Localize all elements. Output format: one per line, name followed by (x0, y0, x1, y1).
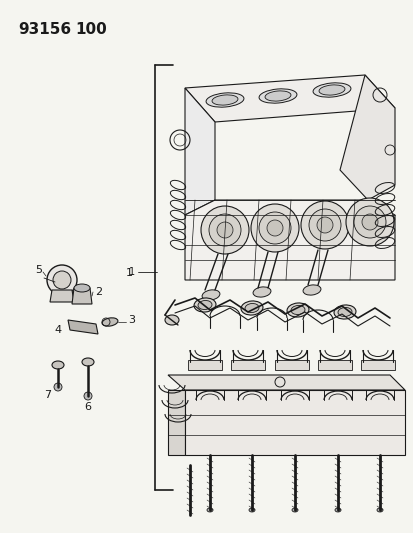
Ellipse shape (286, 303, 308, 317)
Polygon shape (185, 390, 404, 455)
Ellipse shape (197, 301, 211, 310)
Text: 4: 4 (55, 325, 62, 335)
Ellipse shape (194, 298, 216, 312)
Ellipse shape (206, 93, 243, 107)
Text: 7: 7 (44, 390, 52, 400)
Text: 1: 1 (126, 268, 133, 278)
Ellipse shape (264, 91, 290, 101)
Polygon shape (274, 360, 308, 370)
Ellipse shape (202, 290, 219, 300)
Ellipse shape (240, 301, 262, 315)
Circle shape (53, 271, 71, 289)
Circle shape (300, 201, 348, 249)
Polygon shape (185, 200, 394, 280)
Ellipse shape (318, 85, 344, 95)
Ellipse shape (252, 287, 270, 297)
Polygon shape (68, 320, 98, 334)
Ellipse shape (52, 361, 64, 369)
Text: 5: 5 (35, 265, 42, 275)
Circle shape (361, 214, 377, 230)
Ellipse shape (74, 284, 90, 292)
Circle shape (209, 214, 240, 246)
Polygon shape (168, 375, 404, 390)
Ellipse shape (337, 308, 351, 317)
Ellipse shape (248, 508, 254, 512)
Circle shape (316, 217, 332, 233)
Ellipse shape (290, 305, 304, 314)
Polygon shape (72, 288, 92, 304)
Ellipse shape (259, 89, 296, 103)
Ellipse shape (333, 305, 355, 319)
Circle shape (308, 209, 340, 241)
Text: 2: 2 (95, 287, 102, 297)
Polygon shape (339, 75, 394, 200)
Ellipse shape (312, 83, 350, 97)
Polygon shape (317, 360, 351, 370)
Ellipse shape (302, 285, 320, 295)
Circle shape (84, 392, 92, 400)
Polygon shape (360, 360, 394, 370)
Text: 100: 100 (75, 22, 107, 37)
Polygon shape (185, 88, 214, 215)
Text: 3: 3 (128, 315, 135, 325)
Circle shape (266, 220, 282, 236)
Polygon shape (50, 290, 74, 302)
Ellipse shape (244, 303, 259, 312)
Polygon shape (168, 390, 185, 455)
Circle shape (201, 206, 248, 254)
Circle shape (54, 383, 62, 391)
Circle shape (47, 265, 77, 295)
Polygon shape (185, 75, 394, 122)
Circle shape (216, 222, 233, 238)
Polygon shape (230, 360, 264, 370)
Ellipse shape (165, 315, 178, 325)
Circle shape (353, 206, 385, 238)
Ellipse shape (211, 95, 237, 105)
Text: 1: 1 (128, 267, 135, 277)
Ellipse shape (82, 358, 94, 366)
Ellipse shape (334, 508, 340, 512)
Circle shape (250, 204, 298, 252)
Ellipse shape (206, 508, 212, 512)
Polygon shape (188, 360, 221, 370)
Circle shape (345, 198, 393, 246)
Ellipse shape (291, 508, 297, 512)
Circle shape (259, 212, 290, 244)
Text: 93156: 93156 (18, 22, 71, 37)
Text: 6: 6 (84, 402, 91, 412)
Ellipse shape (102, 318, 118, 326)
Ellipse shape (376, 508, 382, 512)
